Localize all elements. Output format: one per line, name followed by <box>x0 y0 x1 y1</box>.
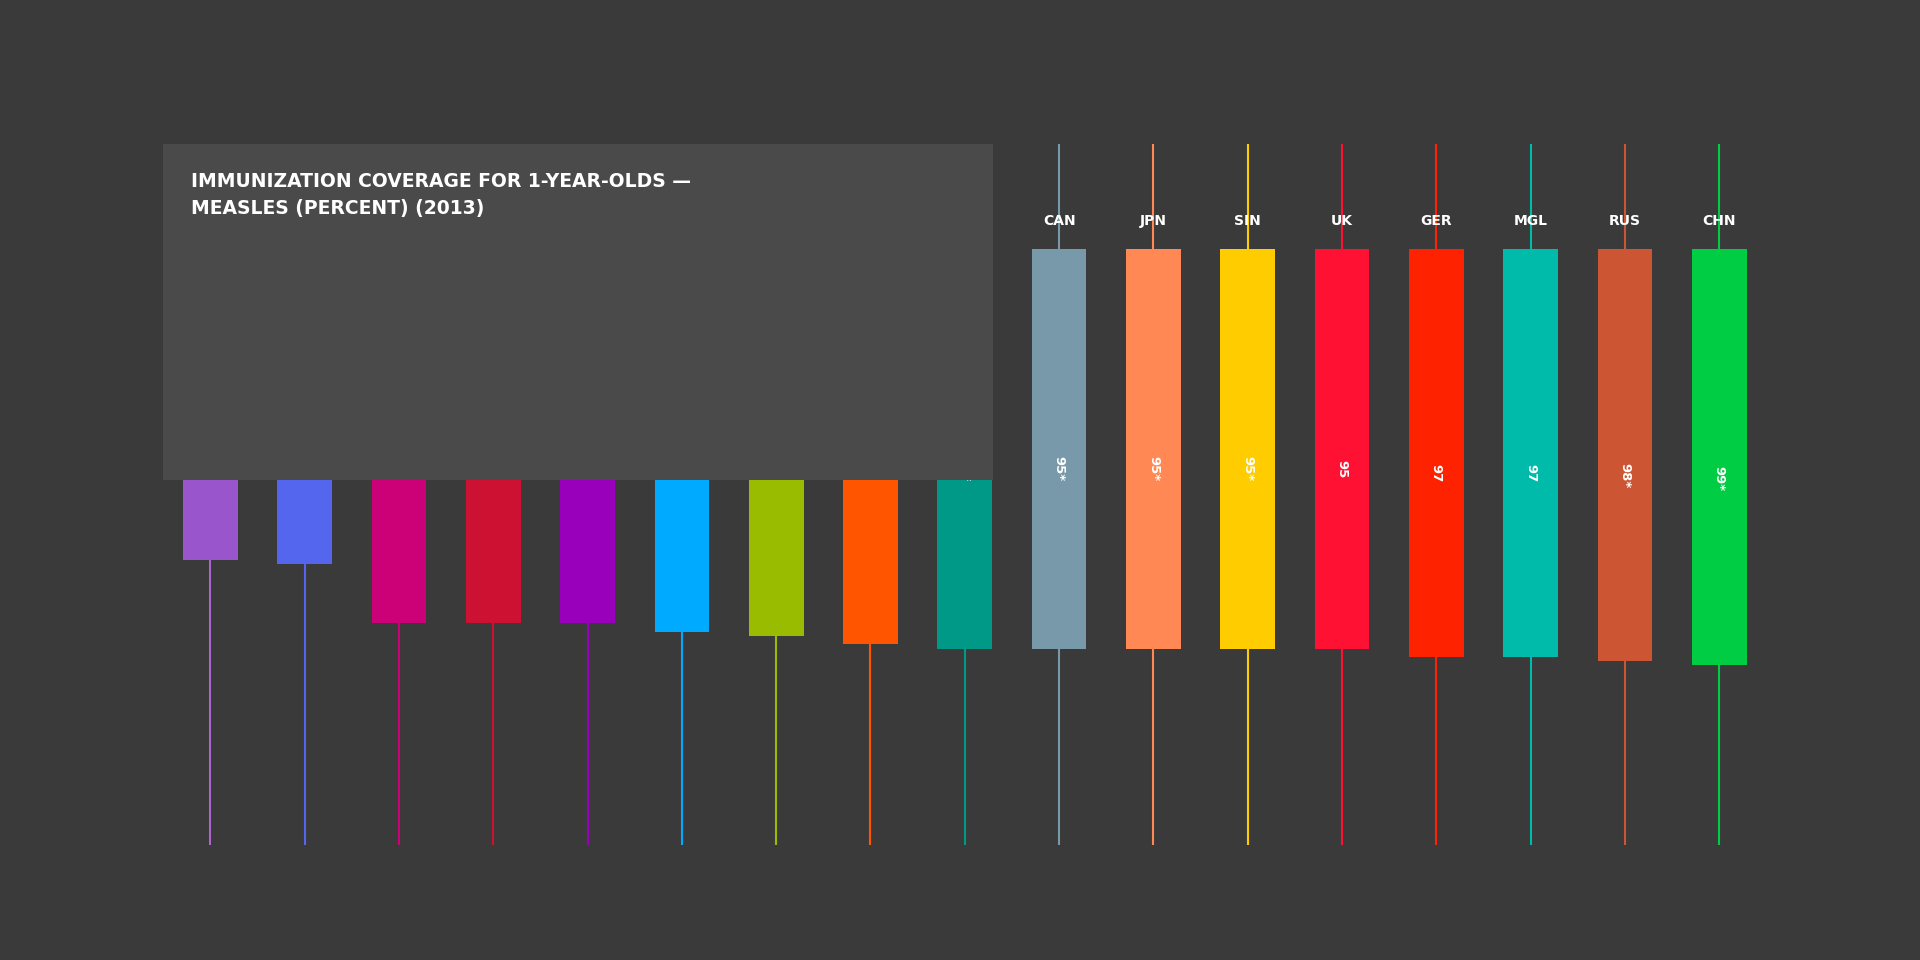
Bar <box>1692 250 1747 665</box>
Text: 97: 97 <box>1430 465 1442 483</box>
Text: 98*: 98* <box>1619 463 1632 489</box>
Text: IND: IND <box>196 214 225 228</box>
Text: 74*: 74* <box>204 408 217 433</box>
Text: CHN: CHN <box>1703 214 1736 228</box>
Bar <box>1031 250 1087 649</box>
Bar <box>843 250 899 644</box>
Bar <box>467 250 520 623</box>
Text: 94*: 94* <box>864 454 877 479</box>
Text: JPN: JPN <box>1140 214 1167 228</box>
Bar <box>1315 250 1369 649</box>
Text: 75: 75 <box>298 414 311 432</box>
Text: 92: 92 <box>770 453 783 471</box>
Bar <box>1221 250 1275 649</box>
Text: 95*: 95* <box>958 456 972 481</box>
Text: 91: 91 <box>676 450 689 468</box>
Bar <box>1503 250 1557 657</box>
Bar <box>1125 250 1181 649</box>
Bar <box>937 250 993 649</box>
Text: 89*: 89* <box>392 443 405 468</box>
Text: GHA: GHA <box>476 214 511 228</box>
Text: SIN: SIN <box>1235 214 1261 228</box>
Bar <box>561 250 614 623</box>
Text: AUS: AUS <box>854 214 887 228</box>
Text: GER: GER <box>1421 214 1452 228</box>
Text: 99*: 99* <box>1713 466 1726 491</box>
Bar <box>655 250 708 632</box>
Bar <box>749 250 804 636</box>
Text: AFG: AFG <box>288 214 321 228</box>
Text: MGL: MGL <box>1513 214 1548 228</box>
Text: MEX: MEX <box>570 214 605 228</box>
Bar <box>163 144 993 480</box>
Text: 95: 95 <box>1336 460 1348 478</box>
Text: UK: UK <box>1331 214 1354 228</box>
Bar <box>182 250 238 561</box>
Bar <box>372 250 426 623</box>
Text: CAN: CAN <box>1043 214 1075 228</box>
Text: IMMUNIZATION COVERAGE FOR 1-YEAR-OLDS —
MEASLES (PERCENT) (2013): IMMUNIZATION COVERAGE FOR 1-YEAR-OLDS — … <box>192 172 691 218</box>
Text: 95*: 95* <box>1052 456 1066 481</box>
Text: 95*: 95* <box>1240 456 1254 481</box>
Text: US: US <box>672 214 693 228</box>
Text: FRA: FRA <box>384 214 415 228</box>
Text: 89: 89 <box>488 445 499 464</box>
Bar <box>1597 249 1653 661</box>
Text: ALG: ALG <box>948 214 981 228</box>
Text: 89: 89 <box>582 445 593 464</box>
Bar <box>276 250 332 564</box>
Text: RUS: RUS <box>1609 214 1642 228</box>
Text: 97: 97 <box>1524 465 1538 483</box>
Bar <box>1409 250 1463 657</box>
Text: 95*: 95* <box>1146 456 1160 481</box>
Text: COL: COL <box>760 214 791 228</box>
